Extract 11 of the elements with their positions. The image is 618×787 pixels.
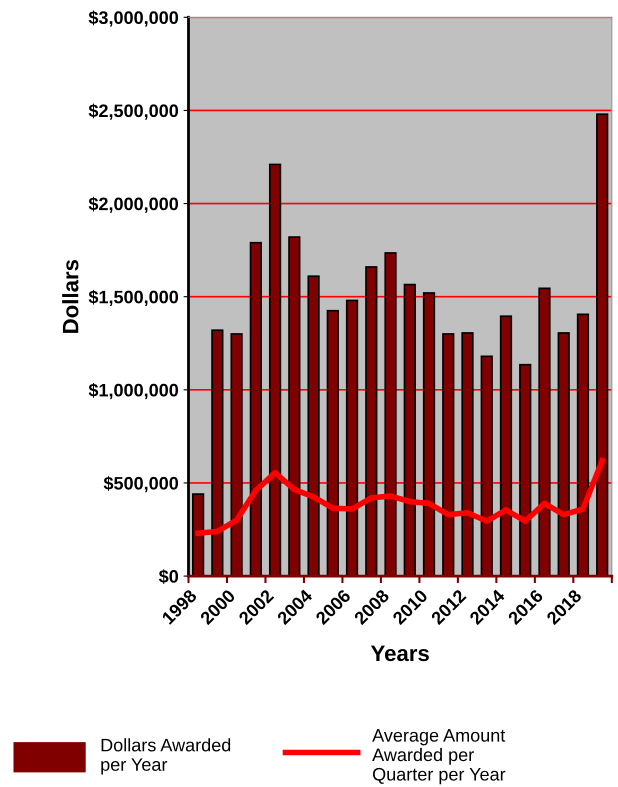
x-axis-title: Years — [370, 646, 429, 662]
y-tick-label: $3,000,000 — [88, 10, 178, 27]
y-tick-label: $0 — [158, 569, 178, 584]
legend-label: Dollars Awarded per Year — [101, 738, 230, 774]
y-tick-label: $1,500,000 — [88, 290, 178, 306]
legend-label: Average Amount Awarded per Quarter per Year — [372, 729, 506, 784]
y-tick-label: $2,500,000 — [88, 104, 178, 120]
y-axis-title: Dollars — [62, 260, 78, 333]
y-tick-label: $1,000,000 — [88, 382, 178, 400]
y-tick-label: $2,000,000 — [88, 196, 178, 213]
y-tick-label: $500,000 — [104, 476, 178, 492]
